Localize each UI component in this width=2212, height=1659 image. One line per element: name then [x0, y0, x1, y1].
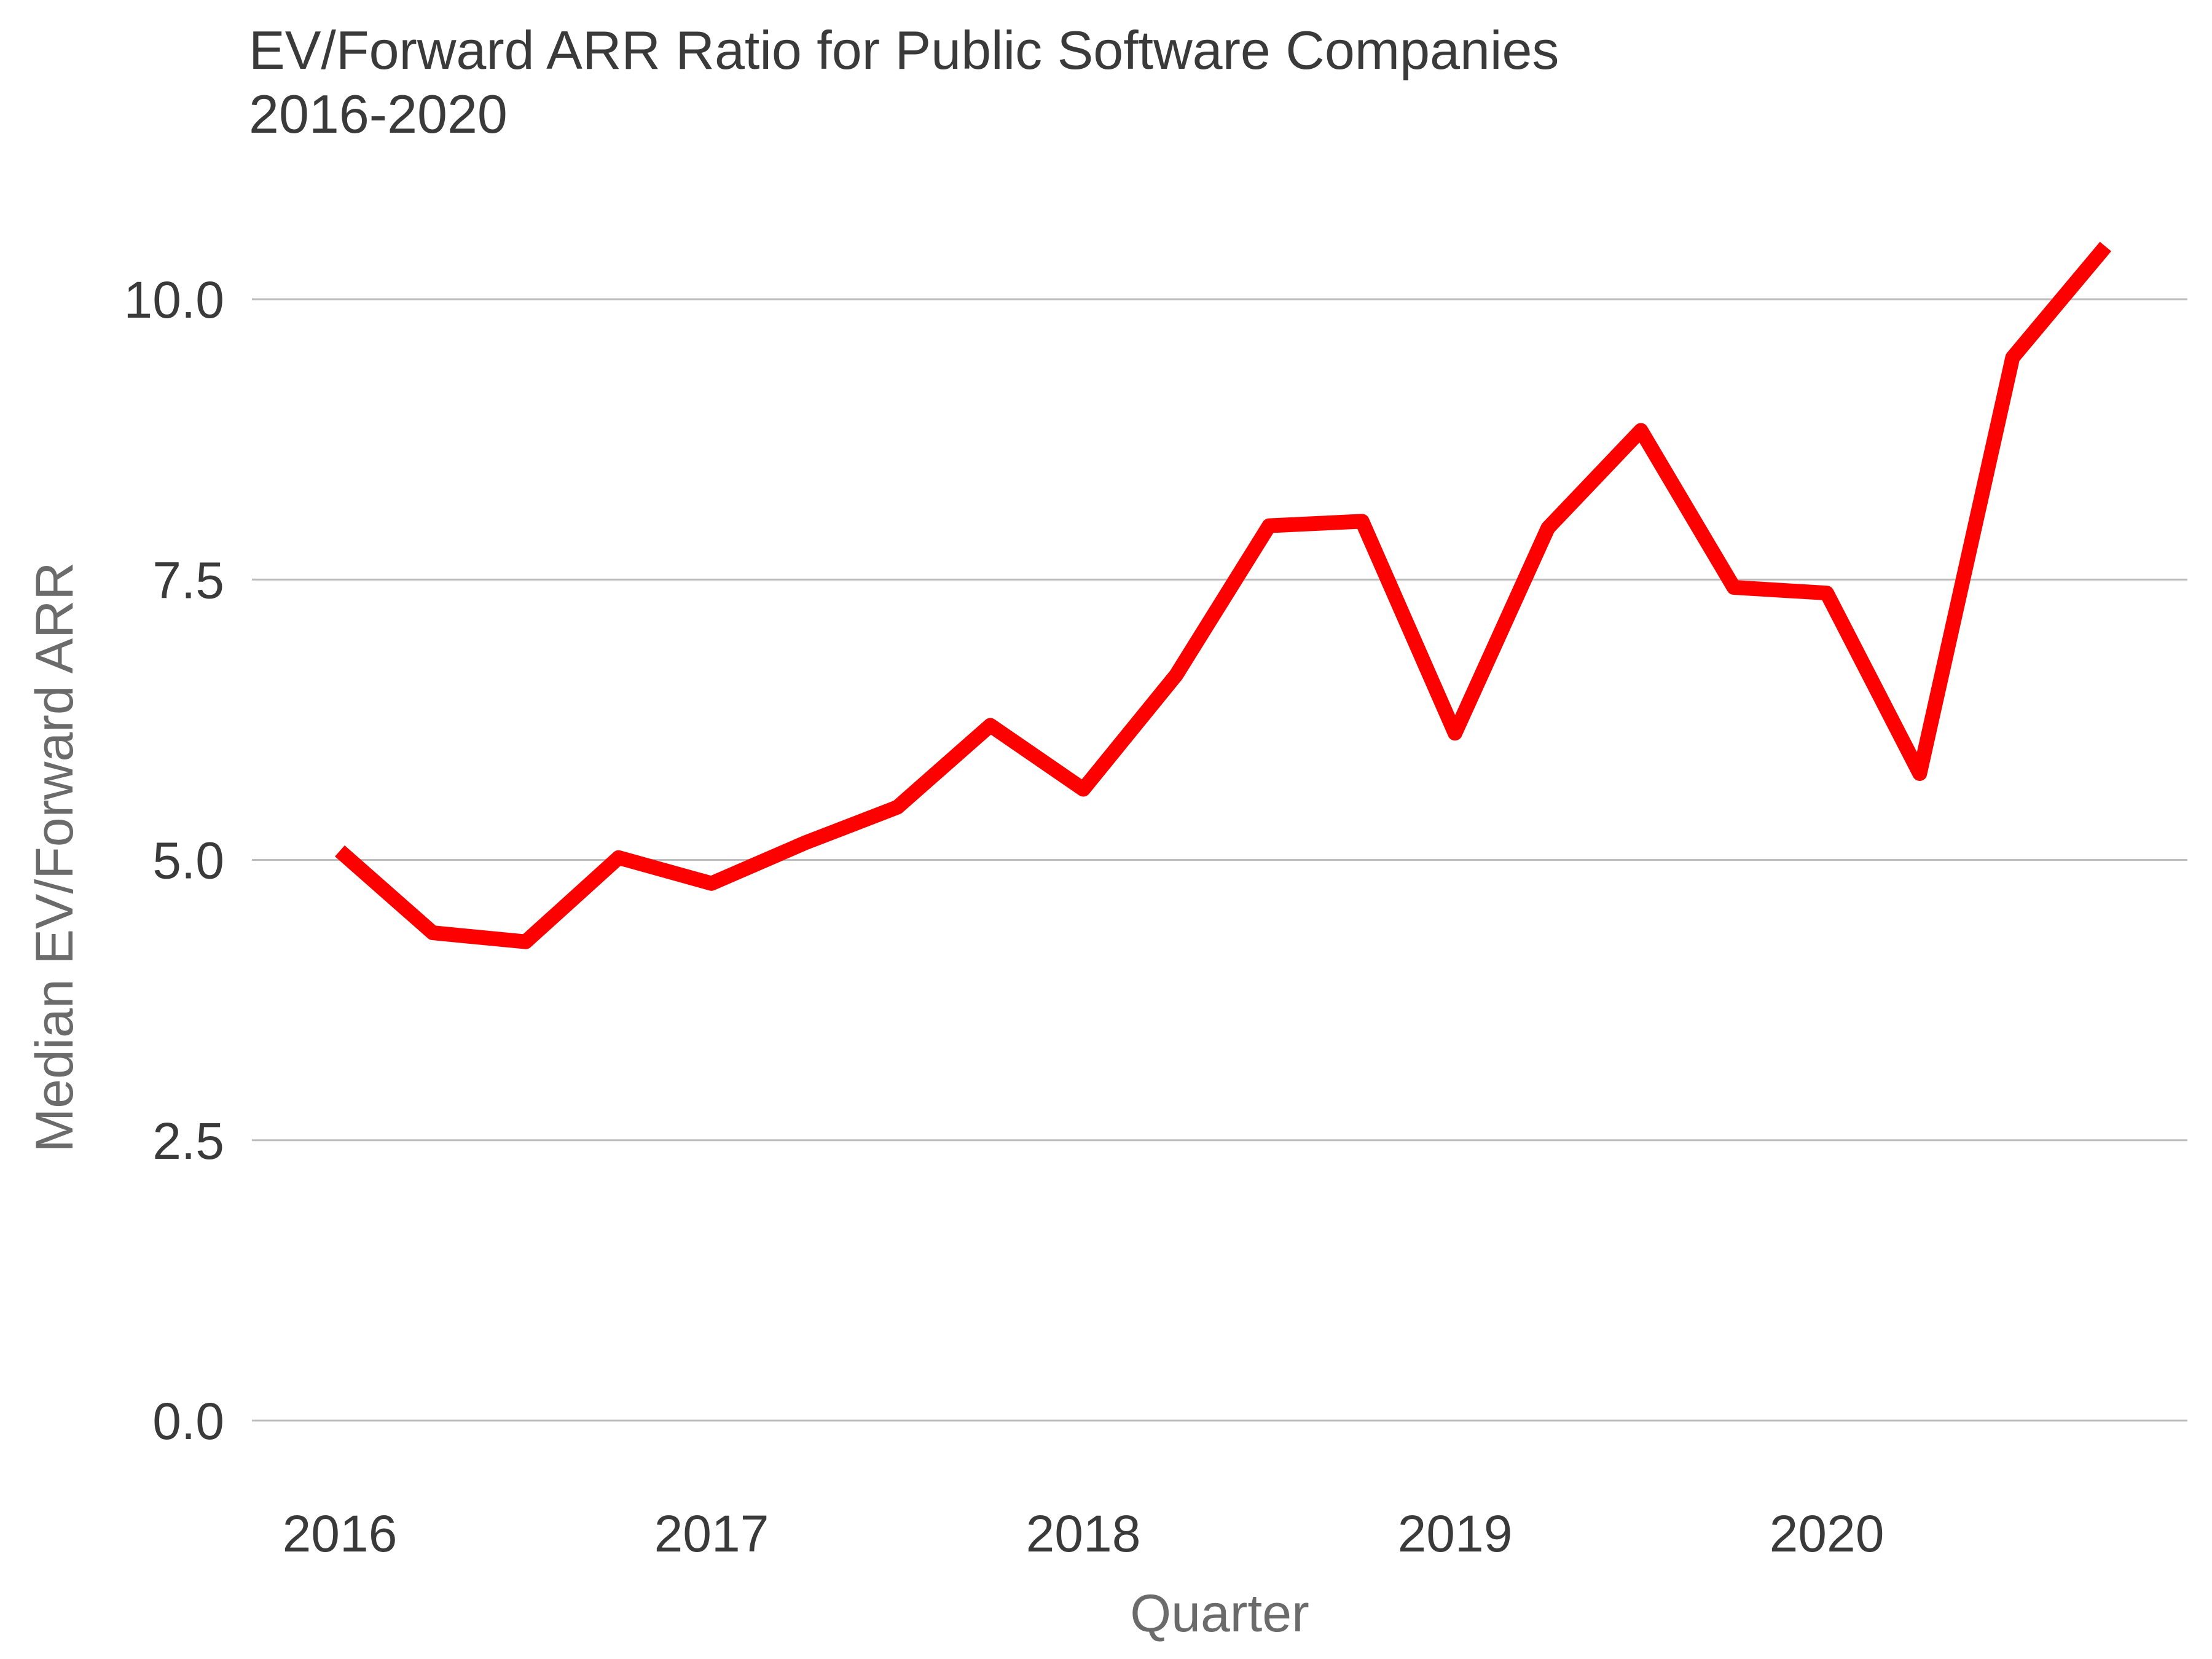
- y-tick-label: 7.5: [152, 551, 224, 609]
- y-tick-label: 2.5: [152, 1112, 224, 1170]
- chart-title-line2: 2016-2020: [249, 84, 508, 144]
- x-tick-labels: 2016 2017 2018 2019 2020: [283, 1505, 1885, 1563]
- series-line: [335, 241, 2112, 949]
- x-tick-label: 2016: [283, 1505, 398, 1563]
- x-tick-label: 2019: [1398, 1505, 1513, 1563]
- y-tick-label: 0.0: [152, 1392, 224, 1450]
- chart-title-line1: EV/Forward ARR Ratio for Public Software…: [249, 20, 1559, 80]
- x-axis-label: Quarter: [1130, 1584, 1309, 1643]
- y-tick-labels: 0.0 2.5 5.0 7.5 10.0: [124, 271, 225, 1450]
- x-tick-label: 2020: [1770, 1505, 1885, 1563]
- chart-title: EV/Forward ARR Ratio for Public Software…: [249, 18, 1559, 146]
- x-tick-label: 2017: [654, 1505, 769, 1563]
- y-tick-label: 5.0: [152, 832, 224, 890]
- x-tick-label: 2018: [1026, 1505, 1141, 1563]
- gridlines: [252, 298, 2187, 1422]
- series-group: [335, 241, 2112, 949]
- y-tick-label: 10.0: [124, 271, 225, 329]
- y-axis-label: Median EV/Forward ARR: [25, 562, 84, 1153]
